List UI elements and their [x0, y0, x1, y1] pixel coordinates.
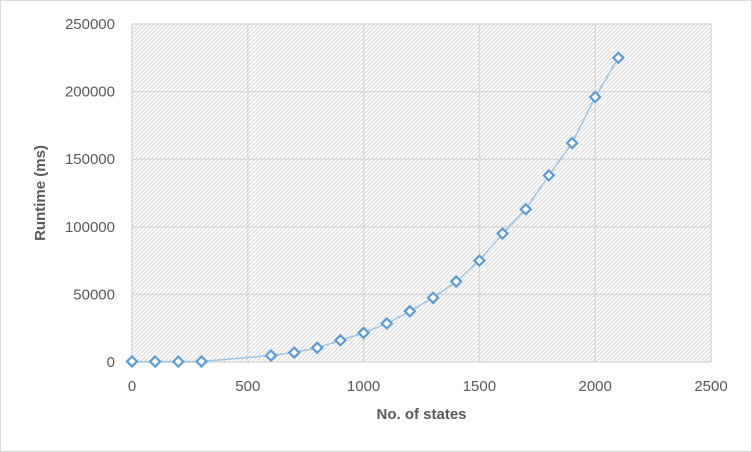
data-point — [380, 316, 394, 331]
data-point — [333, 333, 347, 347]
y-tick-label: 50000 — [73, 286, 115, 303]
x-tick-label: 1500 — [463, 378, 496, 395]
data-point — [310, 341, 324, 355]
data-point — [588, 90, 602, 104]
data-point — [519, 202, 533, 216]
data-point — [542, 168, 556, 182]
data-series — [125, 51, 625, 369]
data-point — [148, 355, 162, 369]
x-tick-label: 1000 — [347, 378, 380, 395]
y-tick-label: 250000 — [65, 16, 115, 33]
y-tick-label: 150000 — [65, 151, 115, 168]
data-point — [357, 326, 371, 340]
data-point — [403, 304, 417, 318]
data-point — [194, 354, 209, 369]
data-point — [426, 291, 440, 305]
series-line — [131, 57, 620, 363]
gridlines — [131, 23, 712, 363]
x-tick-label: 2500 — [694, 378, 727, 395]
y-tick-label: 100000 — [65, 219, 115, 236]
data-point — [496, 227, 510, 241]
data-point — [611, 51, 625, 65]
x-tick-label: 2000 — [579, 378, 612, 395]
x-tick-label: 500 — [235, 378, 260, 395]
tick-labels: 0 500 1000 1500 2000 2500 0 50000 100000 150000 20… — [65, 16, 728, 395]
y-tick-label: 0 — [107, 354, 115, 371]
data-point — [472, 254, 486, 268]
y-tick-label: 200000 — [65, 84, 115, 101]
plot-area — [132, 24, 711, 362]
y-axis-title: Runtime (ms) — [32, 145, 49, 241]
data-point — [565, 136, 579, 150]
data-point — [264, 348, 278, 363]
x-axis-title: No. of states — [376, 406, 466, 423]
x-tick-label: 0 — [128, 378, 136, 395]
data-point — [287, 345, 301, 360]
data-point — [171, 355, 185, 369]
data-point — [449, 275, 463, 289]
data-point — [125, 354, 139, 369]
